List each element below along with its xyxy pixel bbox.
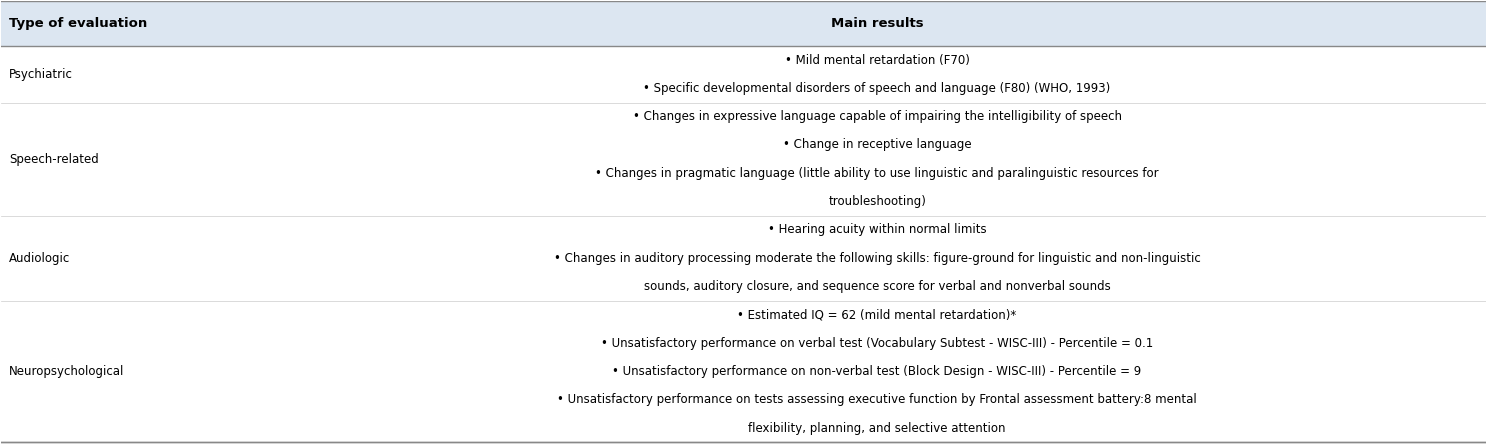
- FancyBboxPatch shape: [1, 216, 1486, 301]
- FancyBboxPatch shape: [1, 103, 1486, 216]
- Text: • Estimated IQ = 62 (mild mental retardation)*: • Estimated IQ = 62 (mild mental retarda…: [738, 308, 1017, 321]
- Text: • Unsatisfactory performance on verbal test (Vocabulary Subtest - WISC-III) - Pe: • Unsatisfactory performance on verbal t…: [601, 336, 1154, 349]
- Text: • Changes in expressive language capable of impairing the intelligibility of spe: • Changes in expressive language capable…: [632, 110, 1121, 123]
- Text: Psychiatric: Psychiatric: [9, 68, 73, 81]
- Text: Audiologic: Audiologic: [9, 252, 70, 265]
- FancyBboxPatch shape: [1, 46, 1486, 103]
- Text: • Hearing acuity within normal limits: • Hearing acuity within normal limits: [767, 224, 986, 237]
- Text: • Unsatisfactory performance on tests assessing executive function by Frontal as: • Unsatisfactory performance on tests as…: [558, 393, 1197, 406]
- Text: • Specific developmental disorders of speech and language (F80) (WHO, 1993): • Specific developmental disorders of sp…: [644, 82, 1111, 95]
- Text: flexibility, planning, and selective attention: flexibility, planning, and selective att…: [748, 422, 1005, 435]
- FancyBboxPatch shape: [1, 301, 1486, 442]
- Text: Neuropsychological: Neuropsychological: [9, 365, 125, 378]
- Text: • Changes in pragmatic language (little ability to use linguistic and paralingui: • Changes in pragmatic language (little …: [595, 167, 1158, 180]
- Text: Main results: Main results: [831, 17, 923, 30]
- Text: • Mild mental retardation (F70): • Mild mental retardation (F70): [785, 54, 970, 67]
- Text: • Change in receptive language: • Change in receptive language: [782, 138, 971, 151]
- Text: • Unsatisfactory performance on non-verbal test (Block Design - WISC-III) - Perc: • Unsatisfactory performance on non-verb…: [613, 365, 1142, 378]
- Text: troubleshooting): troubleshooting): [828, 195, 926, 208]
- Text: sounds, auditory closure, and sequence score for verbal and nonverbal sounds: sounds, auditory closure, and sequence s…: [644, 280, 1111, 293]
- Text: • Changes in auditory processing moderate the following skills: figure-ground fo: • Changes in auditory processing moderat…: [553, 252, 1200, 265]
- Text: Type of evaluation: Type of evaluation: [9, 17, 147, 30]
- FancyBboxPatch shape: [1, 1, 1486, 46]
- Text: Speech-related: Speech-related: [9, 153, 98, 166]
